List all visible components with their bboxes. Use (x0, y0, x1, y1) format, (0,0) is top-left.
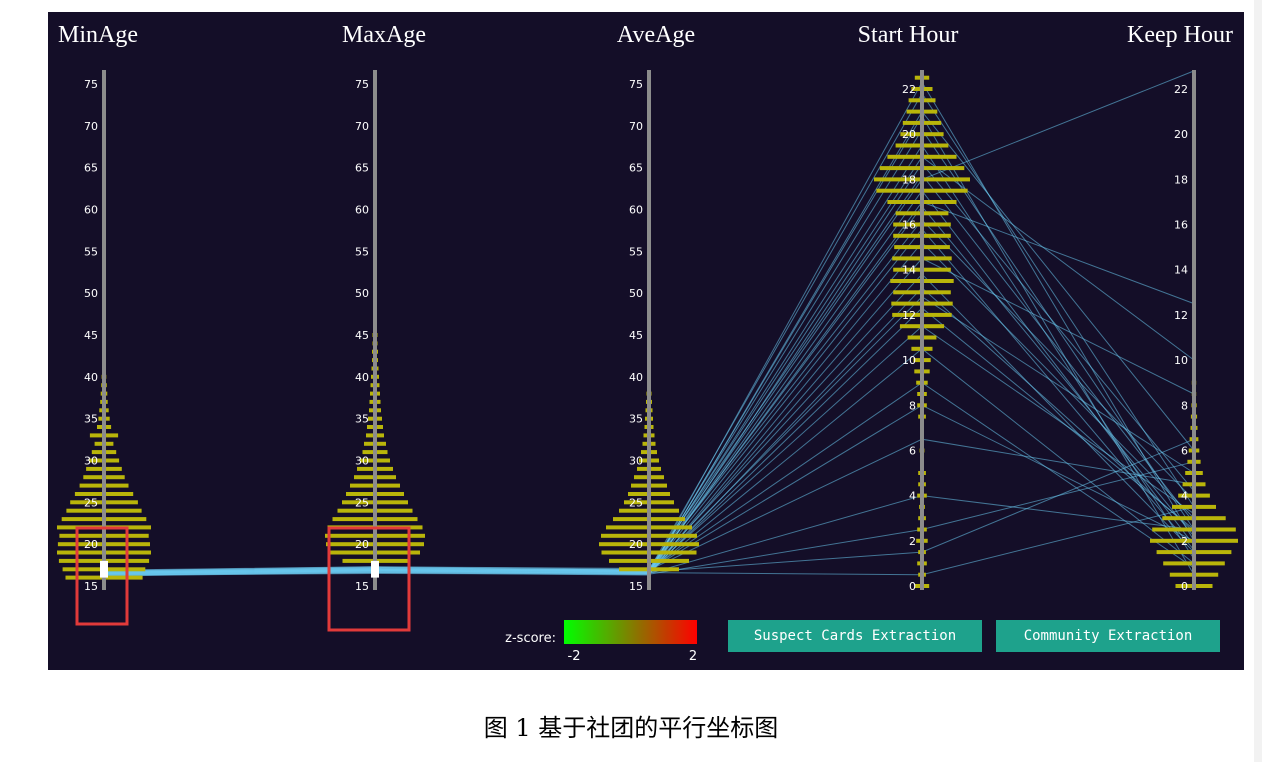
zscore-legend: z-score: -2 2 (505, 620, 697, 664)
keep-hour-tick-label: 10 (1174, 354, 1188, 367)
keep-hour-tick-label: 0 (1181, 580, 1188, 593)
keep-hour-tick-label: 16 (1174, 219, 1188, 232)
maxage-tick-label: 50 (355, 287, 369, 300)
aveage-axis-line (647, 70, 651, 590)
minage-tick-label: 25 (84, 496, 98, 509)
start-hour-axis-line (920, 70, 924, 590)
maxage-tick-label: 65 (355, 162, 369, 175)
start-hour-tick-label: 22 (902, 83, 916, 96)
minage-tick-label: 70 (84, 120, 98, 133)
minage-axis-line (102, 70, 106, 590)
maxage-tick-label: 25 (355, 496, 369, 509)
aveage-tick-label: 45 (629, 329, 643, 342)
start-hour-tick-label: 4 (909, 490, 916, 503)
page-edge (1254, 0, 1262, 762)
start-hour-tick-label: 12 (902, 309, 916, 322)
minage-tick-label: 65 (84, 162, 98, 175)
aveage-tick-label: 20 (629, 538, 643, 551)
aveage-tick-label: 35 (629, 413, 643, 426)
aveage-tick-label: 50 (629, 287, 643, 300)
maxage-tick-label: 35 (355, 413, 369, 426)
aveage-axis-title: AveAge (617, 22, 695, 48)
keep-hour-tick-label: 12 (1174, 309, 1188, 322)
aveage-tick-label: 55 (629, 245, 643, 258)
keep-hour-tick-label: 18 (1174, 173, 1188, 186)
keep-hour-tick-label: 6 (1181, 445, 1188, 458)
suspect-cards-extraction-button[interactable]: Suspect Cards Extraction (728, 620, 982, 652)
zscore-max-label: 2 (689, 649, 697, 664)
maxage-axis-line (373, 70, 377, 590)
keep-hour-axis-title: Keep Hour (1127, 22, 1233, 48)
parallel-coordinates-chart[interactable]: 15202530354045505560657075MinAge15202530… (48, 12, 1244, 670)
minage-tick-label: 15 (84, 580, 98, 593)
aveage-tick-label: 65 (629, 162, 643, 175)
aveage-tick-label: 60 (629, 204, 643, 217)
aveage-tick-label: 30 (629, 455, 643, 468)
aveage-tick-label: 70 (629, 120, 643, 133)
maxage-brush-selection (371, 560, 379, 578)
minage-tick-label: 40 (84, 371, 98, 384)
aveage-tick-label: 15 (629, 580, 643, 593)
minage-tick-label: 55 (84, 245, 98, 258)
aveage-tick-label: 25 (629, 496, 643, 509)
maxage-tick-label: 70 (355, 120, 369, 133)
figure-caption: 图 1 基于社团的平行坐标图 (483, 714, 779, 742)
keep-hour-tick-label: 2 (1181, 535, 1188, 548)
minage-tick-label: 60 (84, 204, 98, 217)
aveage-tick-label: 75 (629, 78, 643, 91)
parallel-coordinates-panel: 15 20 25 30 35 40 45 50 55 60 65 70 75 MinAge 15 20 25 30… (48, 12, 1244, 670)
maxage-axis-title: MaxAge (342, 22, 426, 48)
aveage-tick-label: 40 (629, 371, 643, 384)
axes-layer: 15202530354045505560657075MinAge15202530… (57, 22, 1238, 632)
keep-hour-tick-label: 20 (1174, 128, 1188, 141)
maxage-tick-label: 55 (355, 245, 369, 258)
start-hour-tick-label: 0 (909, 580, 916, 593)
minage-tick-label: 30 (84, 455, 98, 468)
keep-hour-axis-line (1192, 70, 1196, 590)
zscore-colorbar (564, 620, 697, 644)
minage-tick-label: 45 (84, 329, 98, 342)
maxage-tick-label: 20 (355, 538, 369, 551)
start-hour-tick-label: 20 (902, 128, 916, 141)
minage-tick-label: 20 (84, 538, 98, 551)
maxage-tick-label: 40 (355, 371, 369, 384)
maxage-tick-label: 30 (355, 455, 369, 468)
zscore-label: z-score: (505, 631, 556, 646)
start-hour-tick-label: 10 (902, 354, 916, 367)
minage-highlight-box (75, 526, 129, 626)
minage-tick-label: 50 (84, 287, 98, 300)
minage-tick-label: 75 (84, 78, 98, 91)
minage-axis-title: MinAge (58, 22, 138, 48)
start-hour-tick-label: 18 (902, 173, 916, 186)
community-extraction-button[interactable]: Community Extraction (996, 620, 1220, 652)
maxage-tick-label: 75 (355, 78, 369, 91)
start-hour-tick-label: 16 (902, 219, 916, 232)
keep-hour-tick-label: 14 (1174, 264, 1188, 277)
keep-hour-tick-label: 4 (1181, 490, 1188, 503)
minage-tick-label: 35 (84, 413, 98, 426)
keep-hour-tick-label: 8 (1181, 399, 1188, 412)
zscore-min-label: -2 (568, 649, 581, 664)
maxage-highlight-box (327, 526, 411, 632)
minage-brush-selection (100, 560, 108, 578)
start-hour-axis-title: Start Hour (858, 22, 959, 48)
maxage-tick-label: 15 (355, 580, 369, 593)
maxage-tick-label: 60 (355, 204, 369, 217)
start-hour-tick-label: 14 (902, 264, 916, 277)
start-hour-tick-label: 8 (909, 399, 916, 412)
maxage-tick-label: 45 (355, 329, 369, 342)
start-hour-tick-label: 2 (909, 535, 916, 548)
keep-hour-tick-label: 22 (1174, 83, 1188, 96)
start-hour-tick-label: 6 (909, 445, 916, 458)
